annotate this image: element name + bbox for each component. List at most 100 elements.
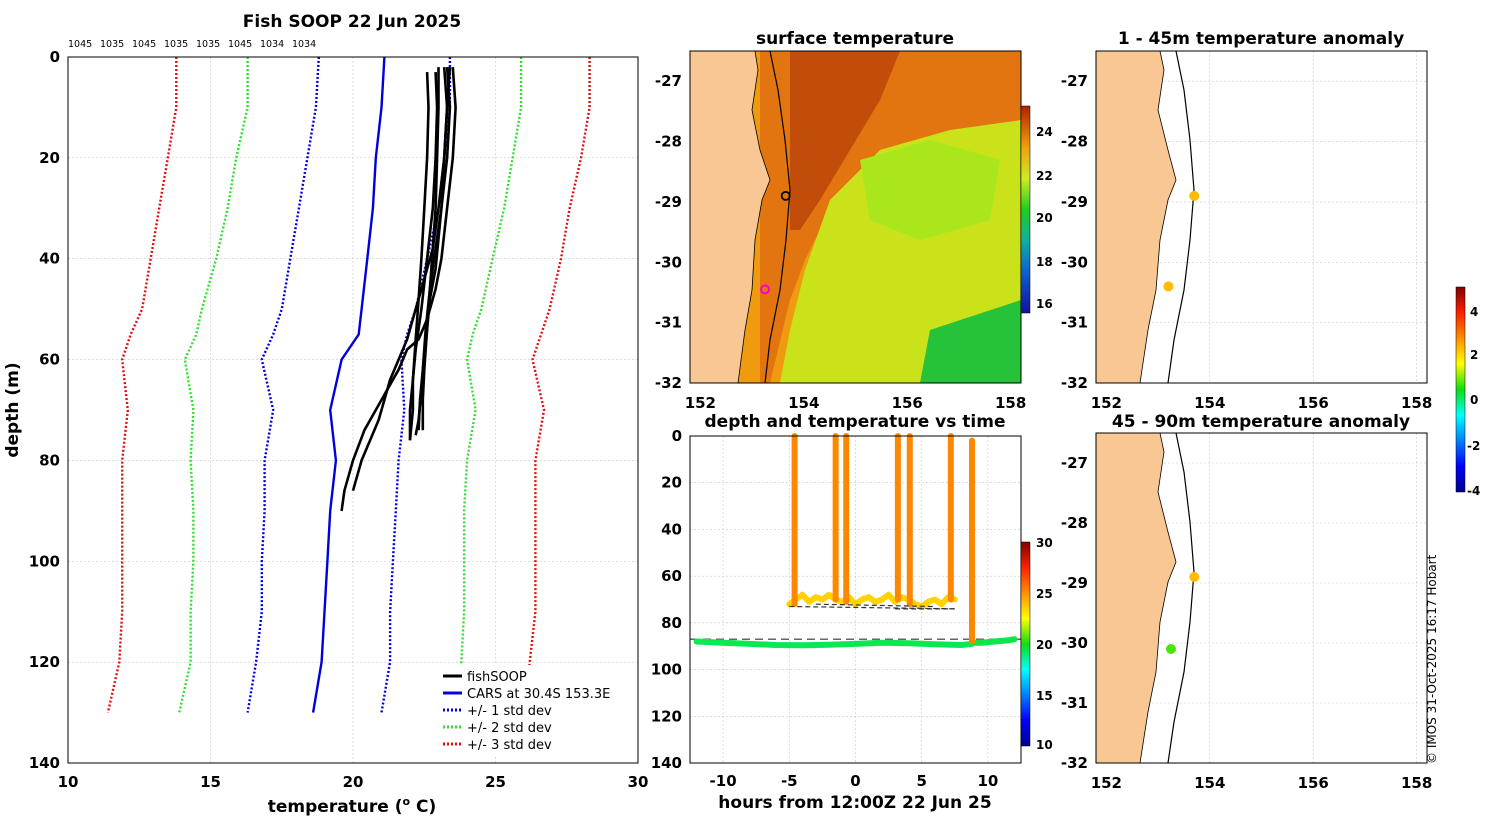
sst-ytick: -28 xyxy=(655,133,682,151)
anomaly1-title: 1 - 45m temperature anomaly xyxy=(1118,29,1404,49)
anomaly_1_45-ytick: -27 xyxy=(1061,72,1088,90)
profile-ytick: 100 xyxy=(29,552,60,570)
time-mean-line xyxy=(815,603,935,608)
anomaly2-ticks: 152 154 156 158 -27 -28 -29 -30 -31 -32 xyxy=(1061,454,1432,792)
time-ytick: 140 xyxy=(651,754,682,772)
anomaly_1_45-xtick: 154 xyxy=(1194,394,1225,412)
credit-text: © IMOS 31-Oct-2025 16:17 Hobart xyxy=(1425,554,1439,764)
anomaly-colorbar-bar xyxy=(1455,286,1466,493)
anomaly_1_45-ytick: -31 xyxy=(1061,314,1088,332)
sst-field-cool-patch xyxy=(860,140,1000,240)
profile-line-fish xyxy=(408,72,430,441)
time-ytick: 100 xyxy=(651,661,682,679)
anomaly_45_90-ytick: -29 xyxy=(1061,574,1088,592)
profile-ytick: 120 xyxy=(29,653,60,671)
legend-box xyxy=(437,665,627,755)
time-title: depth and temperature vs time xyxy=(705,412,1006,432)
anomaly_45_90-point xyxy=(1165,644,1176,654)
anomaly_45_90-ytick: -28 xyxy=(1061,514,1088,532)
anomaly_1_45-xtick: 158 xyxy=(1401,394,1432,412)
sst-title: surface temperature xyxy=(756,29,954,49)
profile-xtick: 20 xyxy=(343,773,364,791)
anomaly_45_90-ytick: -27 xyxy=(1061,454,1088,472)
time-ytick: 40 xyxy=(661,520,682,538)
profile-ytick: 0 xyxy=(50,48,60,66)
time-xlabel: hours from 12:00Z 22 Jun 25 xyxy=(718,793,991,813)
sst-xtick: 158 xyxy=(995,394,1026,412)
profile-line-fish xyxy=(417,67,452,431)
profile-xlabel: temperature (o C) xyxy=(268,795,437,817)
sst-shelf-contour xyxy=(764,51,791,383)
time-ytick: 20 xyxy=(661,474,682,492)
legend-label-std2: +/- 2 std dev xyxy=(467,721,552,736)
top-label-8: 1034 xyxy=(292,39,316,50)
sst-colorbar xyxy=(1020,105,1031,314)
anomaly_1_45-xtick: 152 xyxy=(1091,394,1122,412)
time-cb-tick-15: 15 xyxy=(1036,689,1053,703)
sst-cb-tick-22: 22 xyxy=(1036,169,1053,183)
anomaly_1_45-point xyxy=(1189,190,1200,201)
profile-axes-box xyxy=(67,56,639,764)
legend-label-cars: CARS at 30.4S 153.3E xyxy=(467,687,610,702)
time-mean-line xyxy=(789,605,955,610)
time-ytick: 80 xyxy=(661,614,682,632)
profile-line-std1 xyxy=(246,56,320,713)
sst-xtick: 154 xyxy=(788,394,819,412)
anomaly_45_90-ytick: -31 xyxy=(1061,694,1088,712)
time-cb-tick-25: 25 xyxy=(1036,587,1053,601)
time-xtick: 5 xyxy=(916,772,926,790)
anomaly_45_90-xtick: 158 xyxy=(1401,774,1432,792)
anom-cb-tick-2: 2 xyxy=(1470,348,1478,362)
anomaly_45_90-ytick: -32 xyxy=(1061,754,1088,772)
time-xtick: -10 xyxy=(710,772,737,790)
sst-map xyxy=(690,51,1021,383)
profile-xtick: 30 xyxy=(628,773,649,791)
anom-cb-tick-minus4: -4 xyxy=(1467,484,1480,498)
profile-legend: fishSOOP CARS at 30.4S 153.3E +/- 1 std … xyxy=(437,665,627,755)
sst-ytick: -30 xyxy=(655,253,682,271)
top-label-5: 1035 xyxy=(196,39,220,50)
anomaly1-shelf-contour xyxy=(1167,51,1195,383)
profile-grid xyxy=(67,56,639,764)
profile-xtick: 15 xyxy=(200,773,221,791)
sst-marker-black xyxy=(780,190,791,201)
profile-panel: Fish SOOP 22 Jun 2025 1045 1035 1045 103… xyxy=(3,12,648,817)
sst-field-hot xyxy=(790,51,900,230)
anomaly1-land xyxy=(1096,51,1177,383)
sst-cb-tick-16: 16 xyxy=(1036,297,1053,311)
anomaly2-axes-box xyxy=(1095,432,1428,764)
anom-cb-tick-4: 4 xyxy=(1470,305,1478,319)
anomaly2-panel: 45 - 90m temperature anomaly 152 154 156 15… xyxy=(1061,412,1432,792)
time-xtick: 0 xyxy=(850,772,860,790)
anomaly_45_90-xtick: 152 xyxy=(1091,774,1122,792)
anomaly2-shelf-contour xyxy=(1167,433,1195,763)
profile-ytick: 20 xyxy=(39,149,60,167)
sst-ytick: -27 xyxy=(655,72,682,90)
profile-ticks: 10 15 20 25 30 0 20 40 60 80 100 120 140 xyxy=(29,48,649,791)
anomaly_1_45-ytick: -28 xyxy=(1061,133,1088,151)
profile-ytick: 40 xyxy=(39,250,60,268)
profile-ytick: 60 xyxy=(39,351,60,369)
profile-line-cars xyxy=(311,56,386,713)
anomaly2-points xyxy=(1165,572,1200,654)
time-xtick: -5 xyxy=(781,772,798,790)
anomaly1-map xyxy=(1096,51,1195,383)
anomaly_1_45-ytick: -30 xyxy=(1061,253,1088,271)
time-track xyxy=(786,591,958,610)
sst-panel: surface temperature 152 154 156 158 -27 -28 -2… xyxy=(655,29,1053,412)
time-data xyxy=(690,433,1021,649)
anomaly_45_90-point xyxy=(1189,572,1200,582)
profile-line-std3 xyxy=(522,57,591,713)
profile-title: Fish SOOP 22 Jun 2025 xyxy=(243,12,461,32)
profile-xtick: 10 xyxy=(58,773,79,791)
sst-cb-tick-24: 24 xyxy=(1036,125,1053,139)
profile-ylabel: depth (m) xyxy=(3,362,23,457)
sst-marker-magenta xyxy=(759,284,770,295)
time-ytick: 120 xyxy=(651,707,682,725)
anomaly_1_45-ytick: -29 xyxy=(1061,193,1088,211)
anomaly-colorbar: 4 2 0 -2 -4 xyxy=(1455,286,1480,498)
profile-line-std2 xyxy=(451,57,523,713)
time-cb-tick-30: 30 xyxy=(1036,536,1053,550)
legend-label-fish: fishSOOP xyxy=(467,670,527,685)
